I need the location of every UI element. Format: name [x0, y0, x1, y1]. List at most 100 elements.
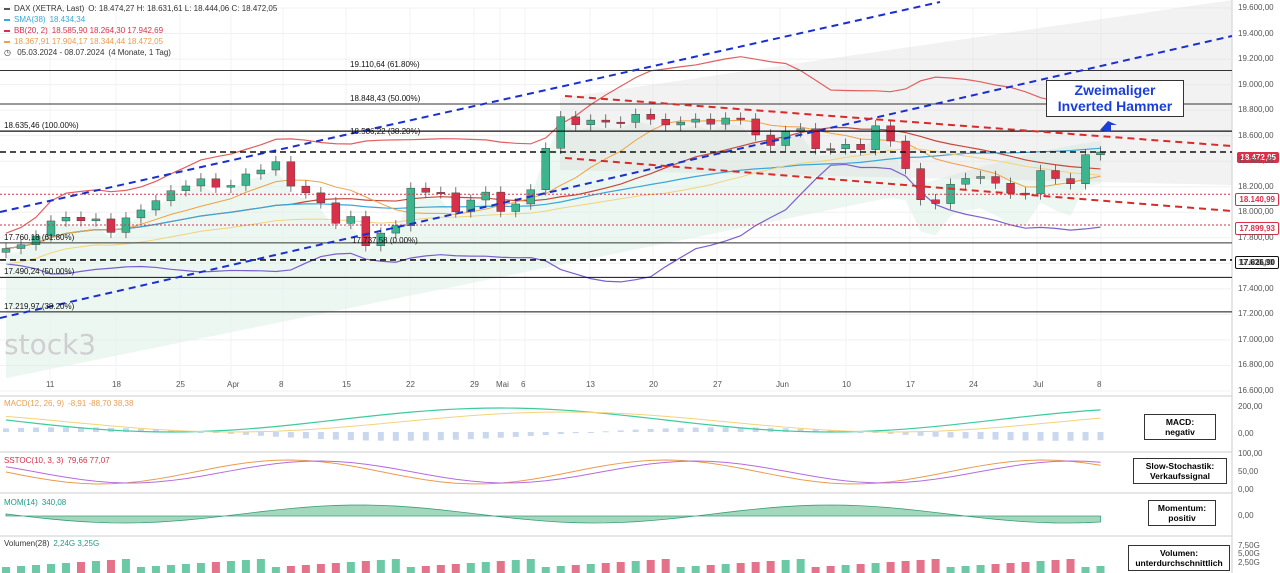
candle-body — [301, 185, 311, 194]
macd-callout: MACD: negativ — [1144, 414, 1216, 440]
macd-histogram-bar — [17, 427, 24, 432]
volume-bar — [751, 562, 760, 573]
candle-body — [106, 218, 116, 233]
macd-histogram-bar — [497, 432, 504, 438]
stoch-legend-name: SSTOC(10, 3, 3) — [4, 456, 64, 465]
volume-bar — [1096, 566, 1105, 573]
macd-histogram-bar — [407, 432, 414, 441]
macd-histogram-bar — [287, 432, 294, 438]
candle-body — [481, 191, 490, 201]
macd-histogram-bar — [167, 430, 174, 432]
volume-bar — [46, 564, 55, 573]
volume-bar — [436, 565, 445, 573]
volume-bar — [691, 566, 700, 573]
volume-bar — [841, 565, 850, 573]
channel-lower — [0, 35, 1233, 319]
macd-histogram-bar — [1037, 432, 1044, 441]
x-tick-label: 8 — [1097, 380, 1102, 389]
x-tick-label: 29 — [470, 380, 479, 389]
candle-body — [16, 244, 26, 249]
candle-body — [571, 116, 580, 125]
x-tick-label: 10 — [842, 380, 851, 389]
volume-bar — [1066, 559, 1075, 573]
x-tick-label: 24 — [969, 380, 978, 389]
clock-icon: ◷ — [4, 48, 11, 57]
x-tick-label: 15 — [342, 380, 351, 389]
macd-histogram-bar — [602, 431, 609, 433]
macd-legend-values: -8,91 -88,70 38,38 — [68, 399, 134, 408]
candle-body — [271, 161, 281, 171]
volume-bar — [121, 559, 130, 573]
candle-body — [706, 118, 715, 125]
sub-axis-label: 200,00 — [1238, 402, 1263, 411]
legend-instrument: DAX (XETRA, Last) — [14, 4, 85, 13]
y-tick-label: 18.400,00 — [1238, 156, 1274, 166]
volume-bar — [286, 566, 295, 573]
mom-legend-values: 340,08 — [41, 498, 67, 507]
volume-bar — [511, 560, 520, 573]
volume-bar — [451, 564, 460, 573]
y-tick-label: 18.800,00 — [1238, 105, 1274, 115]
fib-label: 17.737,58 (0.00%) — [352, 235, 418, 245]
legend-ichimoku-values: 18.367,91 17.904,17 18.344,44 18.472,05 — [14, 37, 164, 46]
macd-histogram-bar — [122, 428, 129, 432]
macd-histogram-bar — [917, 432, 924, 436]
x-tick-label: Mai — [496, 380, 509, 389]
candle-body — [541, 147, 550, 190]
macd-histogram-bar — [332, 432, 339, 440]
y-tick-label: 17.800,00 — [1238, 232, 1274, 242]
volume-bar — [256, 559, 265, 573]
volume-bar — [1051, 560, 1060, 573]
macd-histogram-bar — [437, 432, 444, 441]
volume-bar — [556, 566, 565, 573]
volume-bar — [331, 563, 340, 573]
volume-bar — [376, 560, 385, 573]
volume-bar — [1081, 567, 1090, 573]
volume-bar — [226, 561, 235, 573]
volume-bar — [631, 561, 640, 573]
macd-histogram-bar — [1052, 432, 1059, 441]
macd-histogram-bar — [587, 432, 594, 433]
volume-bar — [976, 565, 985, 573]
mom-callout: Momentum: positiv — [1148, 500, 1216, 526]
candle-body — [286, 161, 296, 187]
legend-range: 05.03.2024 - 08.07.2024 — [17, 48, 105, 57]
y-tick-label: 16.600,00 — [1238, 386, 1274, 395]
macd-histogram-bar — [977, 432, 984, 440]
candle-body — [76, 217, 86, 222]
candle-body — [331, 202, 341, 224]
x-tick-label: 27 — [713, 380, 722, 389]
sub-axis-label: 100,00 — [1238, 449, 1263, 458]
candle-body — [661, 118, 670, 126]
candle-body — [376, 232, 386, 246]
volume-bar — [361, 561, 370, 573]
legend-ohlc: O: 18.474,27 H: 18.631,61 L: 18.444,06 C… — [88, 4, 278, 13]
macd-histogram-bar — [1097, 432, 1104, 441]
y-tick-label: 19.400,00 — [1238, 28, 1274, 38]
candle-body — [916, 168, 925, 200]
volume-bar — [106, 560, 115, 573]
volume-bar — [721, 564, 730, 573]
macd-histogram-bar — [197, 432, 204, 433]
legend-sma-value: 18.434,34 — [49, 15, 86, 24]
macd-histogram-bar — [1067, 432, 1074, 441]
macd-histogram-bar — [692, 427, 699, 432]
candle-body — [646, 114, 655, 120]
volume-bar — [61, 563, 70, 573]
candle-body — [226, 185, 236, 188]
candle-body — [241, 173, 251, 186]
mom-legend: MOM(14) 340,08 — [4, 497, 70, 508]
volume-bar — [181, 564, 190, 573]
macd-histogram-bar — [1022, 432, 1029, 441]
candle-body — [151, 200, 161, 211]
volume-bar — [91, 561, 100, 573]
candle-body — [616, 121, 625, 124]
pattern-callout-line2: Inverted Hammer — [1057, 98, 1173, 114]
volume-bar — [301, 565, 310, 573]
x-tick-label: 6 — [521, 380, 526, 389]
x-tick-label: Apr — [227, 380, 240, 389]
candle-body — [691, 118, 700, 123]
macd-legend: MACD(12, 26, 9) -8,91 -88,70 38,38 — [4, 398, 137, 409]
macd-histogram-bar — [752, 427, 759, 432]
